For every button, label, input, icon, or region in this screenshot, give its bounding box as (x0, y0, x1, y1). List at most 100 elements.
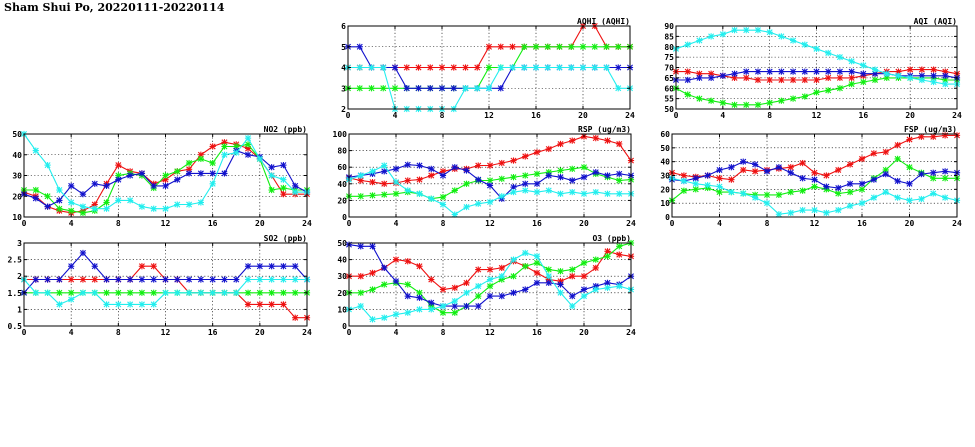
x-tick-label: 24 (952, 219, 962, 228)
data-point (438, 85, 446, 92)
data-point (32, 289, 39, 296)
data-point (381, 314, 388, 321)
data-point (174, 176, 181, 183)
data-point (918, 66, 925, 73)
data-point (728, 188, 735, 196)
data-point (32, 186, 39, 194)
data-point (56, 289, 63, 296)
y-tick-label: 60 (337, 163, 347, 172)
x-tick-label: 8 (441, 219, 446, 228)
data-point (292, 188, 299, 196)
data-point (696, 95, 703, 102)
data-point (221, 289, 228, 296)
data-point (174, 276, 181, 283)
y-tick-label: 40 (12, 151, 22, 160)
y-tick-label: 4 (341, 64, 346, 73)
data-point (474, 64, 481, 71)
data-point (280, 263, 287, 270)
data-point (823, 183, 830, 190)
data-point (906, 180, 913, 187)
data-point (787, 209, 794, 216)
data-point (486, 266, 494, 273)
data-point (428, 165, 435, 172)
data-point (847, 180, 854, 187)
data-point (766, 29, 773, 36)
data-point (860, 70, 867, 77)
data-point (292, 314, 299, 321)
data-point (522, 172, 529, 179)
data-point (268, 172, 275, 179)
data-point (858, 155, 866, 163)
data-point (280, 176, 287, 183)
data-point (847, 161, 854, 168)
x-tick-label: 0 (346, 111, 351, 120)
data-point (451, 164, 458, 171)
data-point (752, 168, 759, 175)
data-point (836, 74, 844, 81)
x-tick-label: 4 (393, 111, 398, 120)
data-point (740, 158, 747, 165)
data-point (56, 301, 63, 308)
data-point (579, 64, 587, 71)
data-point (162, 276, 169, 283)
x-tick-label: 20 (578, 111, 588, 120)
y-tick-label: 20 (337, 289, 347, 298)
data-point (871, 76, 879, 84)
data-point (789, 37, 797, 44)
x-tick-label: 4 (69, 219, 74, 228)
data-point (942, 80, 949, 88)
data-point (778, 76, 785, 84)
data-point (918, 76, 925, 84)
data-point (174, 289, 181, 296)
data-point (740, 166, 747, 174)
data-point (221, 170, 228, 177)
data-point (498, 193, 505, 200)
data-point (485, 85, 493, 92)
data-point (451, 284, 458, 291)
x-tick-label: 0 (674, 111, 679, 120)
data-point (716, 183, 723, 190)
o3-chart: 0 4 8 12 16 20 24 0 10 20 30 40 50 O3 (ppb) (337, 234, 636, 337)
data-point (91, 289, 98, 296)
data-point (280, 301, 287, 308)
data-point (894, 194, 901, 201)
data-point (942, 168, 949, 175)
data-point (858, 186, 866, 193)
data-point (197, 170, 204, 177)
axes: 0 4 8 12 16 20 24 10 20 30 40 50 (12, 130, 312, 228)
data-point (44, 162, 51, 169)
data-point (858, 180, 866, 187)
data-point (44, 276, 51, 283)
x-tick-label: 0 (22, 219, 27, 228)
data-point (848, 80, 855, 88)
data-point (615, 64, 622, 71)
data-point (463, 167, 470, 174)
data-point (357, 273, 364, 280)
data-point (894, 177, 901, 185)
data-point (716, 175, 723, 182)
data-point (475, 302, 482, 310)
data-point (439, 286, 447, 293)
x-tick-label: 12 (810, 219, 820, 228)
data-point (545, 187, 552, 194)
x-tick-label: 16 (859, 111, 869, 120)
data-point (719, 99, 726, 106)
data-point (848, 68, 855, 75)
data-point (510, 256, 517, 263)
data-point (498, 159, 505, 167)
data-point (392, 311, 400, 318)
x-tick-label: 16 (532, 328, 542, 337)
data-point (811, 169, 818, 176)
data-point (415, 85, 422, 92)
data-point (522, 249, 529, 257)
data-point (882, 170, 889, 178)
data-point (811, 183, 818, 190)
data-point (708, 97, 715, 104)
y-tick-label: 50 (337, 239, 347, 248)
x-tick-label: 16 (532, 219, 542, 228)
data-point (292, 263, 299, 270)
x-tick-label: 8 (116, 328, 121, 337)
y-tick-label: 60 (664, 84, 674, 93)
data-point (115, 276, 122, 283)
y-tick-label: 20 (660, 185, 670, 194)
